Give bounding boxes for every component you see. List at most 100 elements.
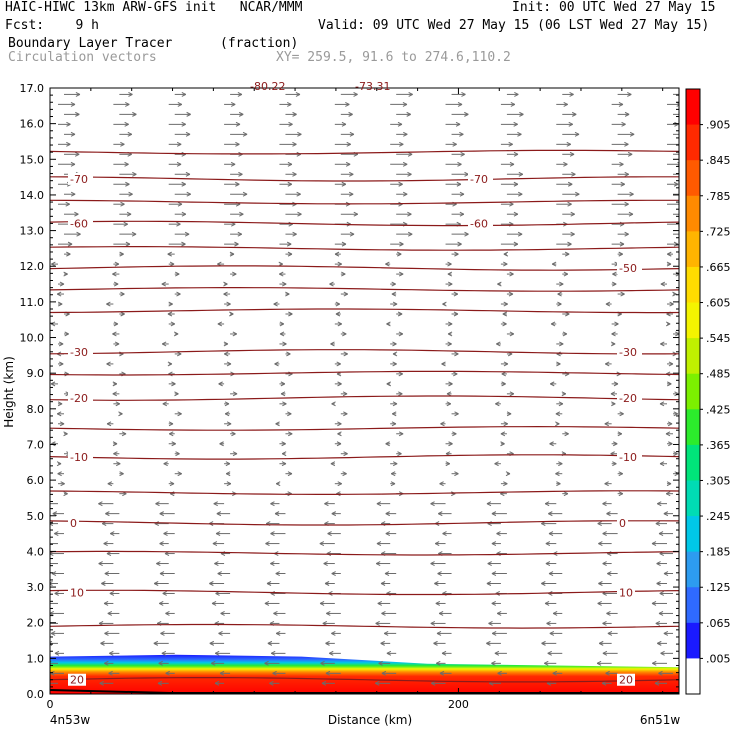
vector-head xyxy=(497,670,502,676)
vector-head xyxy=(334,251,340,257)
vector-head xyxy=(331,630,336,636)
vector-head xyxy=(555,471,560,477)
x-tick-label: 200 xyxy=(448,698,469,711)
colorbar-label: .365 xyxy=(706,439,731,452)
vector-head xyxy=(44,502,48,506)
contour-label-bg xyxy=(68,450,93,463)
vector-head xyxy=(624,141,629,147)
vector-head xyxy=(544,601,550,606)
vector-head xyxy=(392,401,398,407)
vector-head xyxy=(119,251,124,257)
vector-head xyxy=(556,481,561,487)
vector-head xyxy=(348,191,354,197)
vector-head xyxy=(104,571,110,576)
vector-head xyxy=(597,601,602,606)
vector-head xyxy=(430,620,436,626)
vector-head xyxy=(665,431,671,437)
vector-head xyxy=(112,381,118,387)
contour-label-bg xyxy=(68,516,79,529)
vector-head xyxy=(611,401,616,407)
vector-head xyxy=(106,301,111,307)
vector-head xyxy=(120,291,125,297)
contour-label-bg xyxy=(617,262,642,275)
vector-head xyxy=(558,401,564,407)
vector-head xyxy=(453,371,458,377)
vector-head xyxy=(377,601,382,606)
vector-head xyxy=(159,541,164,547)
vector-head xyxy=(548,531,554,537)
vector-head xyxy=(64,331,69,337)
y-tick-label: 6.0 xyxy=(27,474,45,487)
vector-head xyxy=(70,131,76,137)
vector-head xyxy=(57,301,63,307)
vector-head xyxy=(385,531,391,537)
vector-head xyxy=(132,171,137,177)
colorbar-segment xyxy=(686,587,700,624)
y-tick-label: 14.0 xyxy=(20,189,45,202)
vector-head xyxy=(392,341,397,347)
vector-head xyxy=(399,241,404,247)
vector-head xyxy=(514,91,519,97)
vector-head xyxy=(112,271,117,277)
vector-head xyxy=(217,571,222,576)
vector-head xyxy=(503,301,508,307)
vector-head xyxy=(242,131,248,137)
vector-head xyxy=(441,650,447,656)
vector-head xyxy=(656,581,661,586)
y-tick-label: 10.0 xyxy=(20,332,45,345)
vector-head xyxy=(184,231,190,237)
vector-head xyxy=(557,301,562,307)
vector-head xyxy=(124,121,129,127)
colorbar-label: .725 xyxy=(706,225,731,238)
vector-head xyxy=(126,211,132,217)
vector-head xyxy=(238,171,243,177)
vector-head xyxy=(513,241,519,247)
vector-head xyxy=(52,511,58,517)
vector-head xyxy=(503,481,508,487)
contour-label: 0 xyxy=(619,517,626,530)
vector-head xyxy=(330,461,336,467)
vector-head xyxy=(56,411,62,417)
vector-head xyxy=(176,141,182,147)
temperature-contour xyxy=(50,490,679,495)
colorbar-label: .425 xyxy=(706,403,731,416)
vector-head xyxy=(159,571,165,576)
top-contour-label: -73.31 xyxy=(355,80,390,93)
vector-head xyxy=(618,251,623,257)
vector-head xyxy=(627,151,633,157)
contour-label-bg xyxy=(468,172,493,185)
contour-label-bg xyxy=(617,516,628,529)
vector-head xyxy=(70,161,76,167)
vector-head xyxy=(454,471,459,477)
vector-head xyxy=(123,221,128,227)
vector-head xyxy=(232,331,238,337)
vector-head xyxy=(464,231,469,237)
vector-head xyxy=(43,681,47,685)
y-tick-label: 4.0 xyxy=(27,545,45,558)
vector-head xyxy=(509,391,515,397)
vector-head xyxy=(461,91,466,97)
vector-head xyxy=(270,650,276,656)
colorbar-segment xyxy=(686,89,700,126)
vector-head xyxy=(390,471,396,477)
vector-head xyxy=(602,650,608,656)
vector-head xyxy=(406,111,411,117)
y-tick-label: 2.0 xyxy=(27,617,45,630)
vector-head xyxy=(163,461,168,467)
vector-head xyxy=(660,341,665,347)
vector-head xyxy=(435,601,441,606)
vector-head xyxy=(181,91,187,97)
x-tick-label: 0 xyxy=(47,698,54,711)
vector-head xyxy=(545,541,551,547)
vector-head xyxy=(58,341,64,347)
contour-label: -10 xyxy=(619,451,637,464)
vector-head xyxy=(561,391,567,397)
vector-head xyxy=(331,511,337,517)
vector-head xyxy=(235,121,241,127)
vector-head xyxy=(391,291,397,297)
vector-head xyxy=(106,361,111,367)
vector-head xyxy=(605,670,610,676)
y-tick-label: 0.0 xyxy=(27,688,45,701)
vector-head xyxy=(597,521,602,527)
vector-head xyxy=(464,171,469,177)
